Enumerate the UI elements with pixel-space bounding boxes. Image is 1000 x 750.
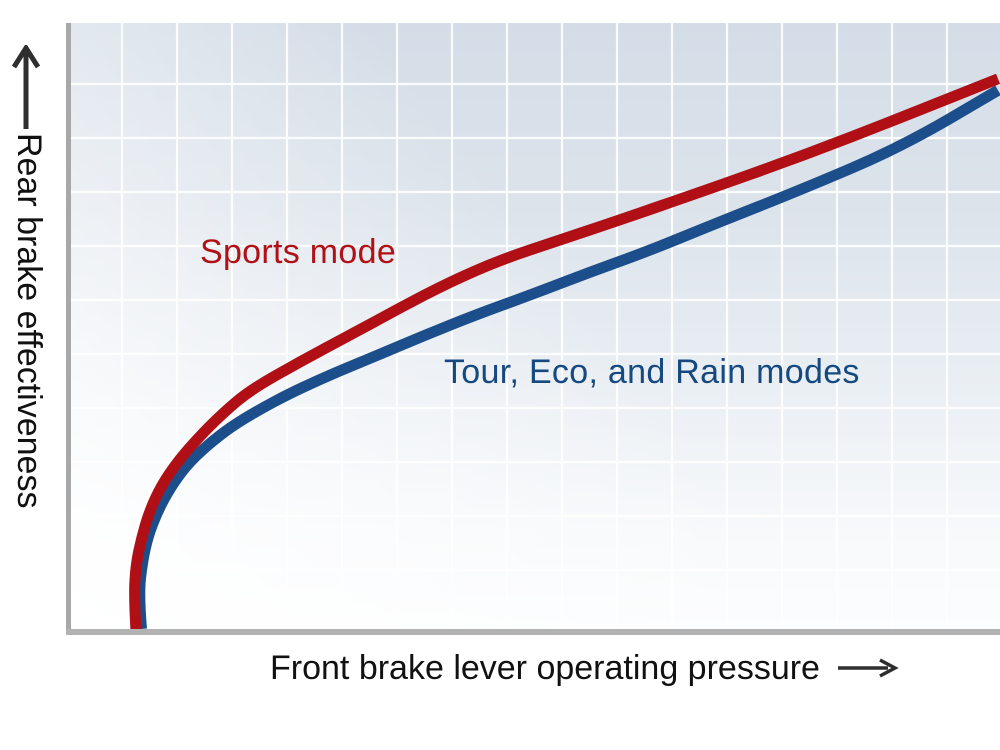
gridlines [71, 23, 1000, 629]
sports-mode-curve [129, 73, 1000, 630]
sports-mode-label: Sports mode [200, 233, 397, 271]
tour-modes-curve [134, 85, 1000, 630]
tour-modes-label: Tour, Eco, and Rain modes [444, 353, 860, 391]
arrow-up-icon [11, 45, 41, 129]
x-axis-label-row: Front brake lever operating pressure [0, 646, 1000, 690]
x-axis-label: Front brake lever operating pressure [270, 649, 820, 687]
plot-background [71, 23, 1000, 629]
x-axis-line [66, 629, 1000, 635]
arrow-right-icon [837, 658, 899, 678]
y-axis-line [66, 23, 71, 635]
y-axis-label: Rear brake effectiveness [10, 133, 48, 509]
